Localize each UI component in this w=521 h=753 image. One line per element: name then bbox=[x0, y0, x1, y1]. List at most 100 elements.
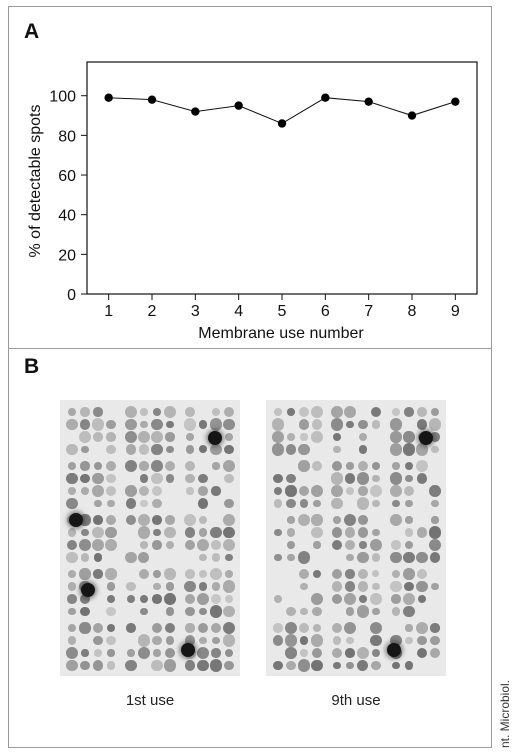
blot-spot bbox=[372, 474, 380, 483]
blot-spot bbox=[298, 443, 310, 456]
blot-spot bbox=[404, 407, 414, 417]
data-point bbox=[147, 95, 157, 104]
blot-spot bbox=[415, 621, 429, 635]
blot-spot bbox=[391, 407, 401, 417]
blot-spot bbox=[331, 460, 343, 472]
blot-spot bbox=[286, 473, 296, 484]
blot-spot bbox=[165, 540, 175, 550]
blot-spot bbox=[199, 636, 207, 645]
blot-spot bbox=[184, 593, 196, 605]
blot-spot bbox=[299, 499, 309, 508]
blot-spot bbox=[273, 623, 283, 633]
blot-spot bbox=[105, 460, 117, 472]
blot-spot bbox=[299, 636, 309, 645]
blot-spot bbox=[137, 526, 151, 539]
membrane-blot-first-use bbox=[60, 400, 240, 676]
blot-spot bbox=[138, 551, 150, 563]
blot-spot bbox=[106, 473, 116, 484]
data-point bbox=[364, 97, 373, 106]
blot-spot bbox=[331, 647, 343, 659]
blot-spot bbox=[92, 660, 104, 671]
blot-spot bbox=[311, 647, 323, 659]
blot-spot bbox=[79, 539, 91, 551]
blot-spot bbox=[67, 540, 77, 550]
blot-spot bbox=[80, 461, 90, 471]
blot-spot bbox=[357, 568, 369, 580]
blot-spot bbox=[222, 634, 236, 647]
blot-spot bbox=[165, 432, 175, 442]
blot-spot bbox=[330, 472, 344, 485]
blot-spot bbox=[287, 516, 295, 524]
blot-spot bbox=[345, 648, 355, 658]
blot-spot bbox=[151, 659, 163, 672]
blot-spot bbox=[429, 552, 441, 563]
figure-frame bbox=[8, 6, 492, 748]
blot-spot bbox=[66, 497, 78, 510]
blot-spot bbox=[273, 594, 283, 604]
blot-spot bbox=[198, 515, 208, 525]
blot-spot bbox=[273, 660, 283, 671]
blot-spot bbox=[197, 593, 209, 605]
blot-spot bbox=[403, 551, 415, 564]
plot-area-border bbox=[86, 61, 478, 295]
blot-spot bbox=[198, 420, 208, 429]
blot-spot bbox=[403, 485, 415, 497]
x-tick-label: 4 bbox=[234, 303, 243, 320]
blot-spot bbox=[311, 460, 323, 472]
blot-spot bbox=[198, 528, 208, 537]
blot-spot bbox=[284, 621, 298, 635]
blot-spot bbox=[370, 406, 382, 418]
blot-spot bbox=[344, 581, 356, 592]
blot-spot bbox=[225, 553, 233, 562]
blot-spot bbox=[212, 462, 220, 470]
blot-spot bbox=[67, 636, 77, 645]
blot-spot bbox=[224, 498, 234, 509]
blot-spot bbox=[298, 419, 310, 430]
blot-spot bbox=[370, 593, 382, 605]
blot-spot bbox=[345, 607, 355, 616]
blot-spot bbox=[140, 499, 148, 508]
blot-spot bbox=[272, 431, 284, 443]
blot-spot bbox=[357, 659, 369, 671]
blot-spot bbox=[106, 635, 116, 646]
blot-spot bbox=[126, 581, 136, 592]
blot-spot bbox=[166, 445, 174, 454]
blot-spot bbox=[224, 594, 234, 604]
blot-spot bbox=[403, 605, 415, 618]
blot-spot bbox=[140, 607, 148, 616]
blot-spot bbox=[416, 647, 428, 659]
blot-spot bbox=[390, 485, 402, 497]
blot-spot bbox=[67, 582, 77, 591]
blot-spot bbox=[371, 461, 381, 471]
blot-spot bbox=[345, 569, 355, 579]
blot-spot bbox=[356, 646, 370, 660]
blot-spot bbox=[346, 636, 354, 645]
blot-spot bbox=[405, 636, 413, 645]
y-tick-label: 100 bbox=[49, 89, 76, 106]
blot-spot bbox=[165, 582, 175, 591]
blot-spot bbox=[430, 648, 440, 658]
line-chart: 0 20 40 60 80 100 1 2 3 4 5 6 7 8 9 Membrane use numbe… bbox=[27, 61, 478, 342]
blot-spot bbox=[137, 646, 151, 660]
x-tick-label: 6 bbox=[321, 303, 330, 320]
blot-spot bbox=[389, 443, 403, 456]
blot-spot bbox=[311, 659, 323, 672]
blot-spot bbox=[138, 431, 150, 443]
blot-spot bbox=[92, 526, 104, 539]
blot-spot bbox=[66, 472, 78, 485]
blot-spot bbox=[209, 567, 223, 581]
blot-spot bbox=[312, 569, 322, 579]
blot-spot bbox=[164, 593, 176, 605]
blot-spot bbox=[80, 660, 90, 671]
blot-spot bbox=[185, 445, 195, 454]
x-tick-label: 9 bbox=[451, 303, 460, 320]
blot-spot bbox=[184, 580, 196, 593]
blot-spot bbox=[91, 538, 105, 552]
blot-spot bbox=[390, 514, 402, 526]
blot-spot bbox=[211, 486, 221, 496]
blot-spot bbox=[198, 473, 208, 484]
blot-spot bbox=[310, 405, 324, 419]
blot-spot bbox=[106, 419, 116, 430]
blot-spot bbox=[415, 459, 429, 473]
blot-spot bbox=[152, 498, 162, 509]
